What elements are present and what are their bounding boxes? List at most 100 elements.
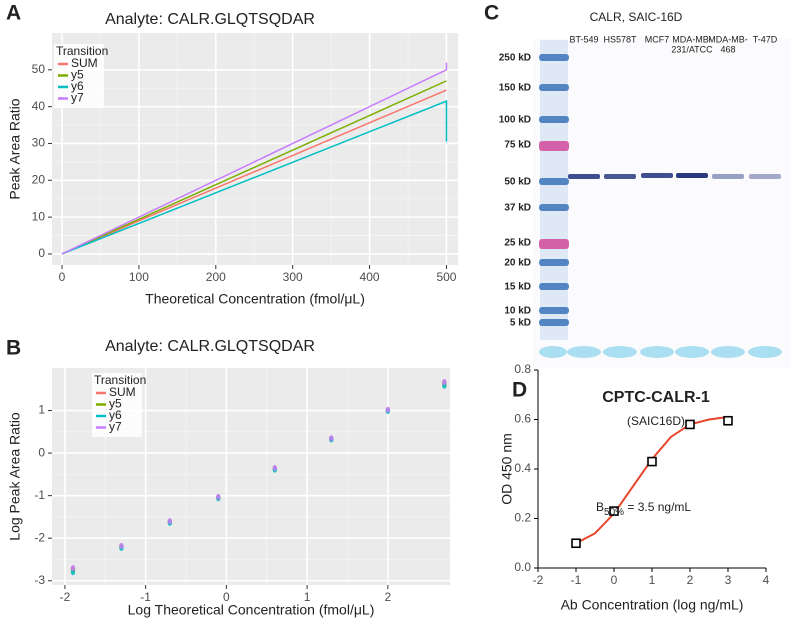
x-tick-label: -2 [533,573,544,587]
y-tick-label: 10 [32,209,46,223]
well-blob [675,346,709,358]
x-tick-label: 3 [725,573,732,587]
x-tick-label: 0 [223,590,230,604]
ladder-band [539,307,569,314]
ladder-band [539,283,569,290]
legend-label: y6 [71,79,84,93]
y-tick-label: 30 [32,136,46,150]
ladder-label: 50 kD [504,177,531,188]
annotation-part: 50% [604,507,624,518]
panel-label: B [6,337,21,360]
point [272,464,278,471]
chart-title: CPTC-CALR-1 [602,389,710,406]
well-blob [748,346,782,358]
point [70,564,76,571]
sample-band [641,173,673,178]
y-tick-label: -2 [34,530,45,544]
y-tick-label: 0.0 [514,560,531,574]
y-tick-label: 0 [38,445,45,459]
well-blob [539,346,567,358]
ladder-band [539,116,569,123]
x-tick-label: 500 [436,270,456,284]
y-tick-label: -1 [34,488,45,502]
ladder-band [539,141,569,151]
legend-label: SUM [71,56,98,70]
gel-title: CALR, SAIC-16D [590,10,683,24]
x-tick-label: 0 [59,270,66,284]
point [685,419,695,430]
y-axis-label: Log Peak Area Ratio [7,412,23,541]
y-tick-label: 20 [32,172,46,186]
well-blob [711,346,745,358]
legend-title: Transition [94,373,146,387]
legend-label: y7 [71,91,84,105]
ladder-band [539,319,569,326]
legend-label: SUM [109,385,136,399]
ladder-label: 150 kD [499,83,531,94]
lane-label: 231/ATCC [671,44,713,54]
point [442,379,447,386]
y-tick-label: 0 [38,246,45,260]
legend-label: y6 [109,408,122,422]
panel-label: C [484,2,499,25]
point [329,435,334,442]
lane-label: HS578T [603,34,637,44]
sample-band [604,174,636,179]
x-axis-label: Theoretical Concentration (fmol/μL) [145,291,365,307]
point [70,569,76,576]
well-blob [640,346,674,358]
ladder-band [539,239,569,249]
point [216,493,221,500]
well-blob [603,346,637,358]
point [647,456,657,467]
x-tick-label: 1 [649,573,656,587]
lane-label: MDA-MB- [708,34,748,44]
ladder-band [539,54,569,61]
chart-subtitle: (SAIC16D) [627,414,685,428]
lane-label: BT-549 [569,34,598,44]
lane-label: MDA-MB- [672,34,712,44]
ladder-label: 20 kD [504,258,531,269]
sample-band [712,174,744,179]
ladder-label: 75 kD [504,140,531,151]
x-tick-label: 1 [304,590,311,604]
y-tick-label: 1 [38,403,45,417]
x-tick-label: 300 [283,270,303,284]
sample-band [568,174,600,179]
ladder-band [539,204,569,211]
y-tick-label: -3 [34,573,45,587]
legend-label: y7 [109,420,122,434]
ladder-label: 250 kD [499,53,531,64]
panel-label: A [6,2,21,25]
point [723,415,733,426]
x-tick-label: 200 [206,270,226,284]
well-blob [567,346,601,358]
panel-label: D [512,379,527,402]
y-tick-label: 0.2 [514,511,531,525]
ladder-band [539,84,569,91]
x-tick-label: 4 [763,573,770,587]
chart-title: Analyte: CALR.GLQTSQDAR [105,338,315,355]
ladder-label: 15 kD [504,282,531,293]
x-tick-label: -2 [60,590,71,604]
sample-band [676,173,708,178]
y-axis-label: Peak Area Ratio [7,98,23,199]
x-tick-label: 400 [360,270,380,284]
ladder-band [539,178,569,185]
chart-title: Analyte: CALR.GLQTSQDAR [105,11,315,28]
x-tick-label: 2 [384,590,391,604]
x-tick-label: -1 [571,573,582,587]
series-line [61,100,448,255]
fit-curve [575,416,729,545]
annotation-part: B [596,500,604,514]
annotation: B50% = 3.5 ng/mL [596,500,691,517]
ladder-label: 25 kD [504,238,531,249]
x-axis-label: Log Theoretical Concentration (fmol/μL) [128,602,375,618]
x-axis-label: Ab Concentration (log ng/mL) [561,597,744,613]
y-tick-label: 0.6 [514,412,531,426]
y-tick-label: 50 [32,62,46,76]
y-tick-label: 0.4 [514,461,531,475]
x-tick-label: 100 [129,270,149,284]
point [167,518,173,525]
